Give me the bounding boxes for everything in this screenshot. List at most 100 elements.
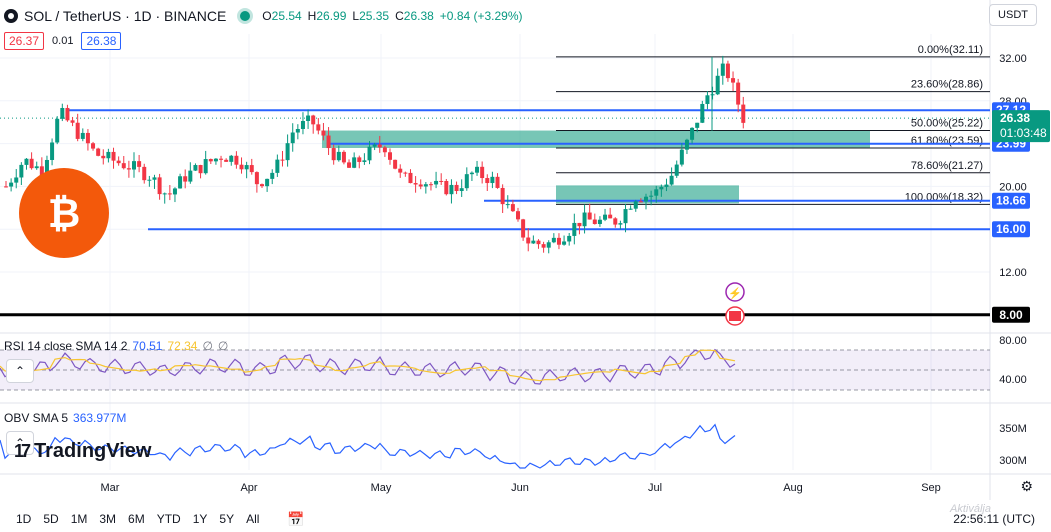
candlestick-series (4, 55, 746, 254)
candle-body (101, 155, 106, 159)
candle-body (731, 78, 736, 83)
candle-body (464, 174, 469, 189)
candle-body (393, 159, 398, 169)
timeframe-5y[interactable]: 5Y (219, 512, 235, 526)
tradingview-mark-icon: 17 (14, 441, 31, 461)
candle-body (684, 139, 689, 150)
candle-body (562, 241, 567, 245)
candle-body (475, 166, 480, 173)
buy-price-button[interactable]: 26.38 (81, 32, 122, 50)
candle-body (654, 189, 659, 196)
candle-body (331, 148, 336, 161)
collapse-obv-legend-button[interactable]: ⌃ (6, 431, 34, 455)
candle-body (188, 170, 193, 182)
candle-body (623, 209, 628, 224)
settings-gear-icon[interactable]: ⚙ (1020, 478, 1033, 494)
candle-body (664, 184, 669, 187)
obv-line (0, 423, 736, 469)
candle-body (316, 124, 321, 131)
candle-body (19, 164, 24, 178)
candle-body (659, 186, 664, 190)
fib-level-label: 0.00%(32.11) (918, 44, 983, 56)
candle-body (229, 155, 234, 162)
candle-body (490, 176, 495, 184)
candle-body (183, 176, 188, 182)
symbol-title[interactable]: SOL / TetherUS · 1D · BINANCE (24, 8, 227, 24)
currency-select[interactable]: USDT (989, 4, 1037, 26)
candle-body (219, 158, 224, 160)
candle-body (167, 193, 172, 195)
candle-body (377, 144, 382, 148)
utc-clock[interactable]: 22:56:11 (UTC) (953, 512, 1035, 526)
candle-body (306, 115, 311, 121)
candle-body (60, 107, 65, 119)
chart-grid (0, 0, 1051, 500)
price-label-tag (992, 192, 1030, 209)
candle-body (321, 130, 326, 136)
candle-body (367, 146, 372, 161)
price-label-text: 18.66 (996, 194, 1026, 208)
timeframe-1m[interactable]: 1M (70, 512, 88, 526)
candle-body (454, 184, 459, 192)
timeframe-6m[interactable]: 6M (128, 512, 145, 526)
price-label-tag (992, 221, 1030, 238)
time-axis: Mar Apr May Jun Jul Aug Sep (101, 482, 941, 494)
obv-legend[interactable]: OBV SMA 5 363.977M (4, 411, 126, 425)
rsi-band-lower: ∅ (217, 339, 229, 353)
candle-body (715, 75, 720, 95)
candle-body (459, 188, 464, 192)
candle-body (244, 165, 249, 170)
candle-body (531, 240, 536, 244)
timeframe-1d[interactable]: 1D (16, 512, 32, 526)
price-label-text: 16.00 (996, 222, 1026, 236)
price-tick-label: 32.00 (999, 53, 1027, 65)
candle-body (710, 94, 715, 96)
candle-body (725, 63, 730, 79)
ohlc-values: O25.54 H26.99 L25.35 C26.38 +0.84 (+3.29… (262, 9, 522, 23)
rsi-value: 70.51 (132, 339, 163, 353)
candle-body (388, 152, 392, 160)
candle-body (536, 240, 541, 245)
flag-stripes (729, 311, 741, 321)
candle-body (638, 201, 643, 203)
candle-body (193, 165, 198, 171)
candle-body (265, 178, 270, 187)
candle-body (705, 95, 710, 104)
candle-body (362, 160, 367, 162)
sell-price-button[interactable]: 26.37 (4, 32, 45, 50)
timeframe-all[interactable]: All (246, 512, 260, 526)
candle-body (567, 235, 572, 242)
candle-body (736, 82, 741, 105)
candle-body (556, 237, 561, 245)
candle-body (280, 159, 285, 161)
tradingview-logo[interactable]: 17 TradingView (14, 440, 151, 463)
timeframe-5d[interactable]: 5D (43, 512, 59, 526)
candle-body (439, 180, 444, 182)
candle-body (597, 219, 602, 225)
candle-body (295, 128, 300, 133)
candle-body (674, 164, 679, 176)
collapse-legend-button[interactable]: ⌃ (6, 359, 34, 383)
candle-body (213, 158, 218, 162)
symbol-header: SOL / TetherUS · 1D · BINANCE O25.54 H26… (4, 6, 523, 26)
candle-body (29, 158, 34, 169)
timeframe-3m[interactable]: 3M (99, 512, 117, 526)
timeframe-1y[interactable]: 1Y (192, 512, 208, 526)
calendar-icon[interactable]: 📅 (287, 510, 305, 527)
candle-body (65, 107, 70, 121)
candle-body (480, 166, 485, 179)
candle-body (341, 151, 346, 163)
timeframe-ytd[interactable]: YTD (156, 512, 181, 526)
chevron-up-icon: ⌃ (14, 364, 26, 378)
rsi-legend[interactable]: RSI 14 close SMA 14 2 70.51 72.34 ∅ ∅ (4, 339, 228, 353)
candle-body (510, 204, 515, 212)
candle-body (423, 184, 428, 187)
candle-body (428, 184, 433, 186)
obv-pane: 350M 300M (0, 423, 1027, 469)
current-price-tag (992, 110, 1050, 143)
candle-body (357, 157, 362, 162)
price-label-tag (992, 306, 1030, 323)
candle-body (147, 179, 152, 181)
candle-body (700, 103, 705, 123)
